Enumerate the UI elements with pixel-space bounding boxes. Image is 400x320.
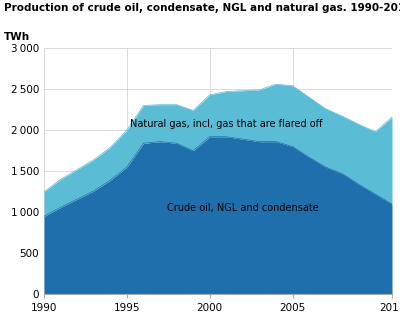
Text: TWh: TWh xyxy=(4,32,30,42)
Text: Production of crude oil, condensate, NGL and natural gas. 1990-2011. TWh: Production of crude oil, condensate, NGL… xyxy=(4,3,400,13)
Text: Natural gas, incl, gas that are flared off: Natural gas, incl, gas that are flared o… xyxy=(130,119,322,129)
Text: Crude oil, NGL and condensate: Crude oil, NGL and condensate xyxy=(167,203,319,213)
